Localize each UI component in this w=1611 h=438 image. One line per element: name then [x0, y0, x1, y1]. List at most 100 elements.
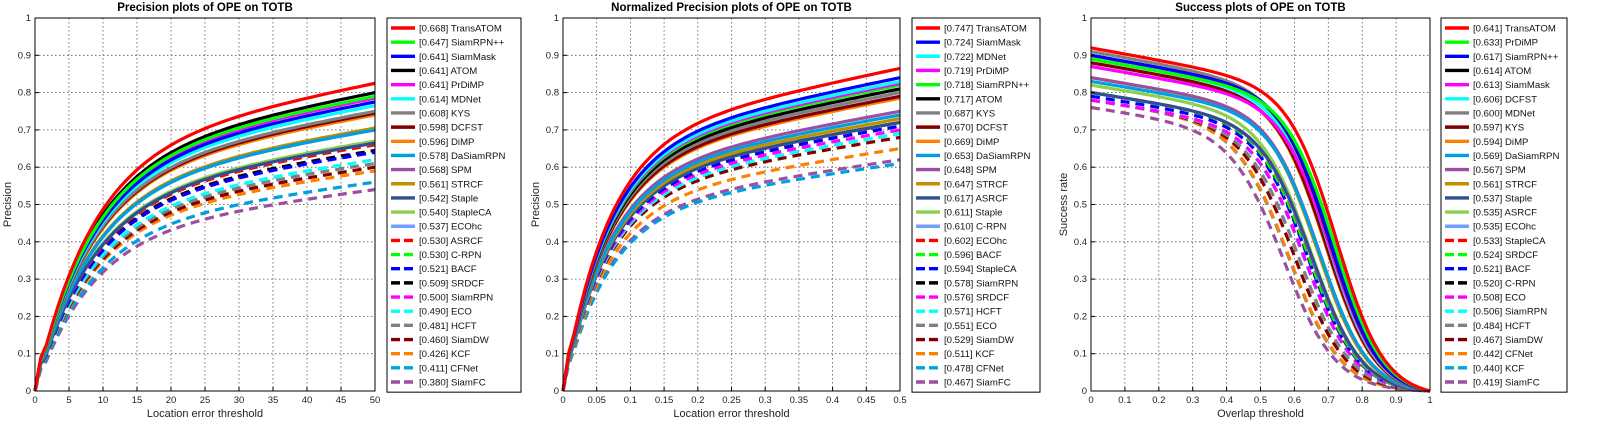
- chart-panel-1: 0 5 10 15 20 25 30 35 40 45 50 0 0.1 0.2 0.3 0.4 0.5 0.6 0…: [2, 2, 522, 420]
- legend-entry: [0.653] DaSiamRPN: [944, 151, 1030, 162]
- legend-entry: [0.617] ASRCF: [944, 193, 1008, 204]
- legend-entry: [0.535] ECOhc: [1473, 222, 1536, 233]
- x-tick-label: 40: [302, 395, 313, 406]
- legend-entry: [0.467] SiamDW: [1473, 335, 1544, 346]
- legend-entry: [0.561] STRCF: [1473, 179, 1537, 190]
- legend-entry: [0.540] StapleCA: [419, 208, 492, 219]
- legend-entry: [0.718] SiamRPN++: [944, 80, 1030, 91]
- series-line-prdimp: [1090, 57, 1431, 393]
- legend-entry: [0.426] KCF: [419, 349, 470, 360]
- legend-entry: [0.529] SiamDW: [944, 335, 1015, 346]
- legend-entry: [0.576] SRDCF: [944, 293, 1009, 304]
- y-tick-label: 0.5: [18, 200, 31, 211]
- y-tick-label: 0.5: [546, 200, 559, 211]
- x-tick-label: 0.15: [655, 395, 674, 406]
- legend-entry: [0.506] SiamRPN: [1473, 307, 1547, 318]
- chart-title: Normalized Precision plots of OPE on TOT…: [611, 2, 852, 14]
- y-tick-label: 0.3: [546, 274, 559, 285]
- chart-panel-2: 0 0.05 0.1 0.15 0.2 0.25 0.3 0.35 0.4 0.45 0.5 0 0.1…: [530, 2, 1041, 420]
- legend-entry: [0.542] Staple: [419, 193, 478, 204]
- legend-entry: [0.460] SiamDW: [419, 335, 490, 346]
- legend-entry: [0.490] ECO: [419, 307, 472, 318]
- legend-entry: [0.509] SRDCF: [419, 278, 484, 289]
- legend-entry: [0.611] Staple: [944, 208, 1003, 219]
- y-tick-label: 0.6: [1074, 162, 1087, 173]
- legend-entry: [0.617] SiamRPN++: [1473, 52, 1559, 63]
- y-axis-label: Success rate: [1058, 173, 1070, 237]
- legend-entry: [0.440] KCF: [1473, 363, 1524, 374]
- y-tick-label: 0.4: [1074, 237, 1087, 248]
- series-line-cfnet: [1090, 98, 1431, 393]
- legend: [0.641] TransATOM [0.633] PrDiMP [0.617] S…: [1440, 17, 1568, 393]
- series-line-siamfc: [561, 158, 901, 392]
- series-line-dasiamrpn: [561, 113, 901, 392]
- x-tick-label: 0.9: [1389, 395, 1402, 406]
- series-group: [1090, 46, 1431, 393]
- x-tick-label: 0.5: [1254, 395, 1267, 406]
- x-tick-label: 50: [370, 395, 381, 406]
- legend-entry: [0.614] MDNet: [419, 94, 481, 105]
- y-tick-label: 0.2: [1074, 311, 1087, 322]
- legend-box: [911, 17, 1041, 393]
- y-tick-label: 0.6: [546, 162, 559, 173]
- x-tick-label: 0.2: [1152, 395, 1165, 406]
- x-tick-label: 0: [1088, 395, 1093, 406]
- legend: [0.747] TransATOM [0.724] SiamMask [0.722]…: [911, 17, 1041, 393]
- y-tick-label: 0: [1082, 386, 1087, 397]
- legend-box: [386, 17, 522, 393]
- legend-entry: [0.561] STRCF: [419, 179, 483, 190]
- legend-entry: [0.648] SPM: [944, 165, 997, 176]
- x-axis-label: Location error threshold: [147, 408, 263, 420]
- series-line-hcft: [561, 132, 901, 392]
- y-tick-label: 0: [554, 386, 559, 397]
- legend: [0.668] TransATOM [0.647] SiamRPN++ [0.641…: [386, 17, 522, 393]
- legend-entry: [0.530] ASRCF: [419, 236, 483, 247]
- legend-entry: [0.594] StapleCA: [944, 264, 1017, 275]
- y-tick-label: 0.1: [546, 349, 559, 360]
- x-tick-label: 0.4: [1220, 395, 1233, 406]
- y-tick-label: 0.7: [1074, 125, 1087, 136]
- y-tick-label: 0.8: [546, 88, 559, 99]
- x-tick-label: 0: [560, 395, 565, 406]
- legend-entry: [0.520] C-RPN: [1473, 278, 1535, 289]
- legend-box: [1440, 17, 1568, 393]
- legend-entry: [0.571] HCFT: [944, 307, 1002, 318]
- x-tick-label: 25: [200, 395, 211, 406]
- x-tick-label: 30: [234, 395, 245, 406]
- x-tick-label: 0.45: [857, 395, 876, 406]
- series-line-transatom: [1090, 46, 1431, 393]
- y-tick-label: 0.3: [1074, 274, 1087, 285]
- chart-panel-3: 0 0.1 0.2 0.3 0.4 0.5 0.6 0.7 0.8 0.9 1 0 0.1 0.2 0.3 0…: [1058, 2, 1568, 420]
- y-tick-label: 0.1: [1074, 349, 1087, 360]
- y-tick-label: 0.9: [546, 50, 559, 61]
- series-line-dasiamrpn: [33, 128, 376, 392]
- x-tick-label: 5: [66, 395, 71, 406]
- legend-entry: [0.551] ECO: [944, 321, 997, 332]
- series-line-cfnet: [561, 161, 901, 392]
- legend-entry: [0.568] SPM: [419, 165, 472, 176]
- legend-entry: [0.569] DaSiamRPN: [1473, 151, 1559, 162]
- series-line-staple: [1090, 91, 1431, 393]
- legend-entry: [0.641] PrDiMP: [419, 80, 484, 91]
- x-tick-label: 1: [1427, 395, 1432, 406]
- series-group: [561, 66, 901, 392]
- legend-entry: [0.594] DiMP: [1473, 137, 1528, 148]
- y-tick-label: 0.8: [1074, 88, 1087, 99]
- legend-entry: [0.578] DaSiamRPN: [419, 151, 505, 162]
- legend-entry: [0.613] SiamMask: [1473, 80, 1550, 91]
- legend-entry: [0.608] KYS: [419, 108, 470, 119]
- y-tick-label: 0.7: [18, 125, 31, 136]
- chart-title: Success plots of OPE on TOTB: [1175, 2, 1345, 14]
- legend-entry: [0.508] ECO: [1473, 293, 1526, 304]
- series-line-siamdw: [1090, 98, 1431, 393]
- series-line-cfnet: [33, 180, 376, 392]
- legend-entry: [0.411] CFNet: [419, 363, 478, 374]
- series-line-transatom: [561, 66, 901, 392]
- x-tick-label: 0.6: [1288, 395, 1301, 406]
- legend-entry: [0.641] TransATOM: [1473, 24, 1556, 35]
- series-line-eco: [1090, 98, 1431, 393]
- y-axis-label: Precision: [530, 182, 542, 227]
- y-tick-label: 0.9: [1074, 50, 1087, 61]
- x-tick-label: 10: [98, 395, 109, 406]
- series-line-bacf: [33, 150, 376, 392]
